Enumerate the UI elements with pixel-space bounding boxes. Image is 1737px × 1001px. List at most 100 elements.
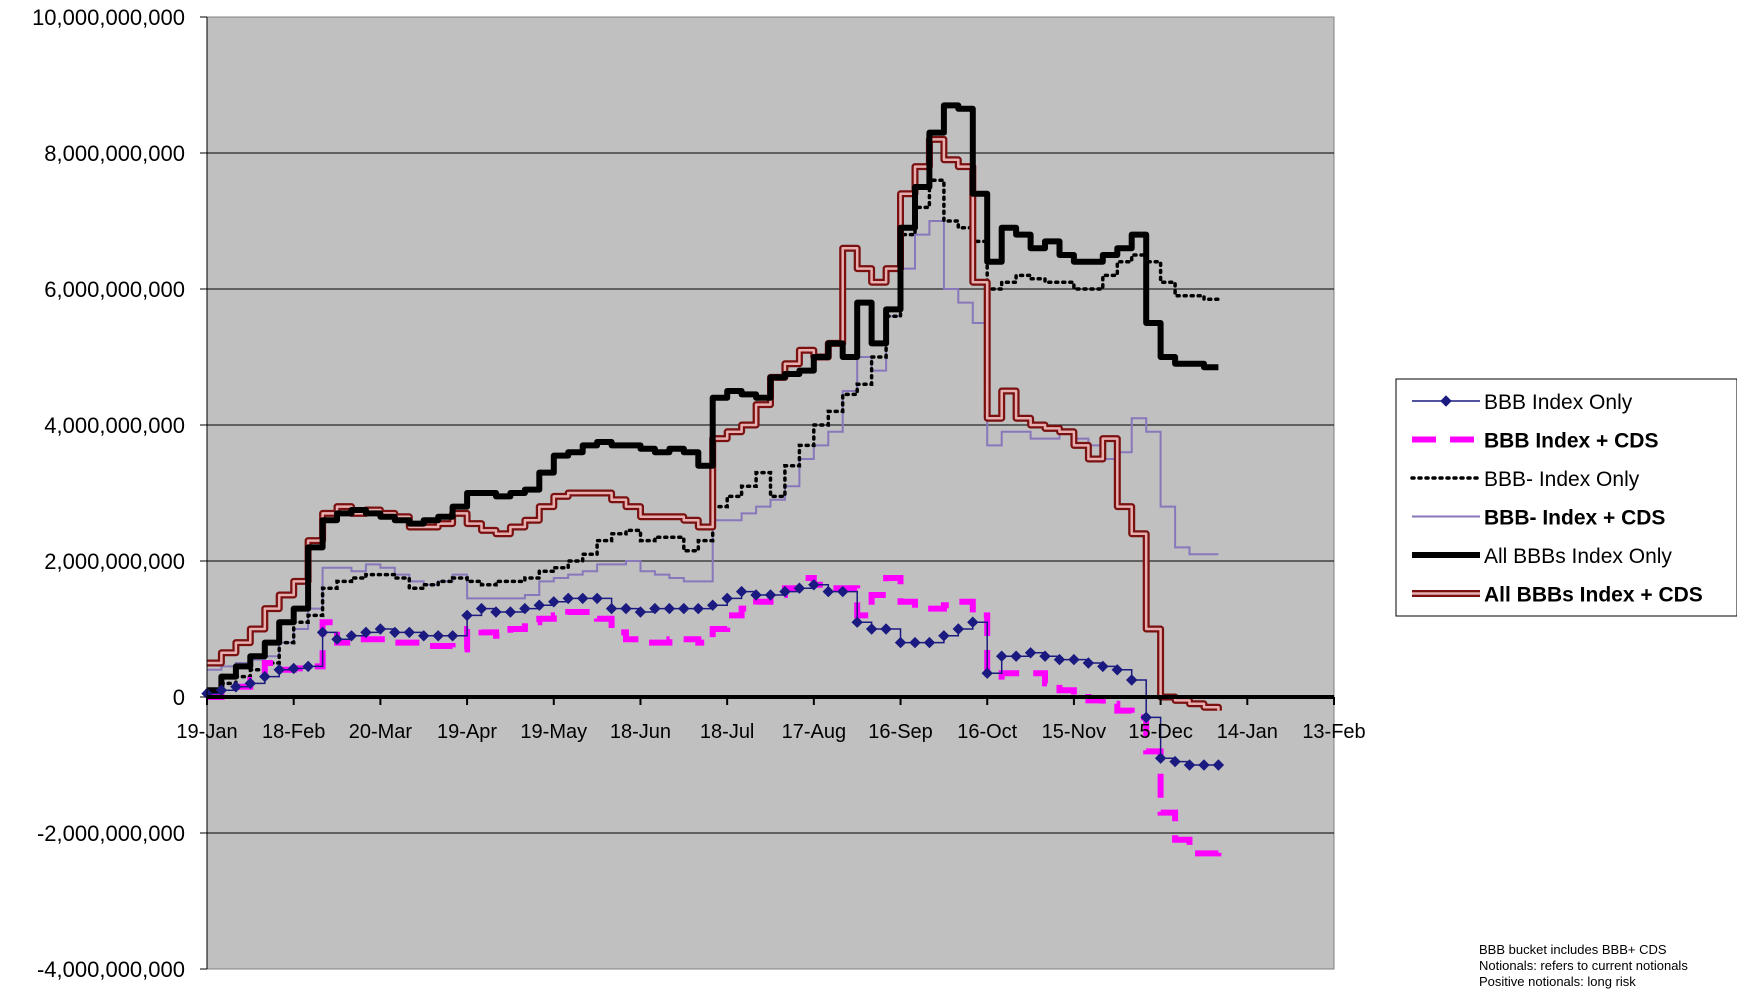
y-tick-label: 6,000,000,000 [44,277,185,302]
data-point-marker [576,592,589,605]
series-3 [207,220,1219,671]
legend-item: BBB Index Only [1412,391,1633,414]
x-axis-ticks: 19-Jan 18-Feb 20-Mar 19-Apr 19-May 18-Jun 18-J… [176,697,1366,743]
x-tick-label: 15-Nov [1042,721,1106,743]
data-point-marker [822,585,835,598]
data-point-marker [1440,395,1452,407]
data-point-marker [490,606,502,618]
data-point-marker [259,670,271,683]
data-point-marker [1068,653,1080,666]
y-tick-label: 4,000,000,000 [44,413,185,438]
data-point-marker [1154,752,1167,764]
data-point-marker [1212,759,1225,771]
data-point-marker [995,650,1008,662]
data-point-marker [808,579,820,591]
series-5-line-inner [207,138,1220,711]
footnote: Notionals: refers to current notionals [1479,958,1688,973]
legend-box [1395,378,1737,617]
data-point-marker [389,626,401,639]
data-point-marker [735,585,748,598]
data-point-marker [938,630,950,642]
data-point-marker [663,602,676,615]
x-tick-label: 19-Apr [437,721,497,743]
data-point-marker [1183,759,1196,771]
data-point-marker [1111,664,1123,676]
data-point-marker [1082,657,1095,669]
data-point-marker [837,585,849,598]
data-point-marker [779,585,791,598]
data-point-marker [952,623,965,635]
axes [206,17,1334,969]
data-point-marker [1097,660,1109,673]
series-4-line [207,102,1219,694]
data-point-marker [923,636,936,649]
legend-item: All BBBs Index + CDS [1412,584,1703,607]
x-tick-label: 18-Feb [262,721,325,743]
data-point-marker [865,623,878,635]
data-point-marker [519,602,531,615]
data-point-marker [418,630,430,642]
legend-label: All BBBs Index + CDS [1484,584,1703,607]
data-point-marker [909,636,921,649]
x-tick-label: 19-Jan [176,721,237,743]
legend-item: BBB Index + CDS [1412,430,1658,453]
legend-label: BBB Index + CDS [1484,430,1658,453]
y-tick-label: 0 [173,685,185,710]
legend-item: BBB- Index Only [1410,468,1640,491]
data-point-marker [894,636,907,649]
data-point-marker [1140,711,1152,724]
legend-label: BBB- Index + CDS [1484,507,1665,530]
footnote: Positive notionals: long risk [1479,974,1636,989]
series-3-line [207,220,1219,671]
data-point-marker [331,633,343,645]
data-point-marker [750,589,762,601]
y-axis-ticks: 10,000,000,000 8,000,000,000 6,000,000,000… [32,5,207,982]
data-point-marker [287,662,300,675]
data-point-marker [678,602,690,615]
series-1 [207,575,1222,857]
data-point-marker [1010,650,1022,662]
data-point-marker [230,681,242,693]
series-1-line [207,575,1222,857]
data-point-marker [880,623,892,635]
series-group [201,102,1225,857]
x-tick-label: 13-Feb [1302,721,1365,743]
legend-label: All BBBs Index Only [1484,545,1672,568]
data-point-marker [981,667,993,679]
data-point-marker [851,616,863,628]
data-point-marker [706,599,719,611]
x-tick-label: 19-May [520,721,587,743]
data-point-marker [1126,674,1138,686]
x-tick-label: 15-Dec [1128,721,1192,743]
series-0 [201,579,1225,771]
data-point-marker [432,630,444,642]
data-point-marker [360,626,372,639]
legend-label: BBB Index Only [1484,391,1633,414]
data-point-marker [793,582,806,594]
data-point-marker [273,664,285,676]
y-tick-label: -4,000,000,000 [37,957,185,982]
x-tick-label: 16-Sep [868,721,933,743]
x-tick-label: 20-Mar [349,721,413,743]
data-point-marker [605,602,618,615]
data-point-marker [1039,650,1051,662]
data-point-marker [533,599,546,611]
data-point-marker [345,630,358,642]
data-point-marker [548,596,560,608]
data-point-marker [764,589,777,601]
series-4 [207,102,1219,694]
y-tick-label: 2,000,000,000 [44,549,185,574]
x-tick-label: 18-Jun [610,721,671,743]
data-point-marker [316,626,329,639]
data-point-marker [504,606,517,618]
data-point-marker [1198,759,1210,771]
data-point-marker [634,606,647,618]
data-point-marker [475,602,488,615]
data-point-marker [446,630,459,642]
data-point-marker [620,602,632,615]
data-point-marker [461,609,473,622]
data-point-marker [244,677,257,690]
